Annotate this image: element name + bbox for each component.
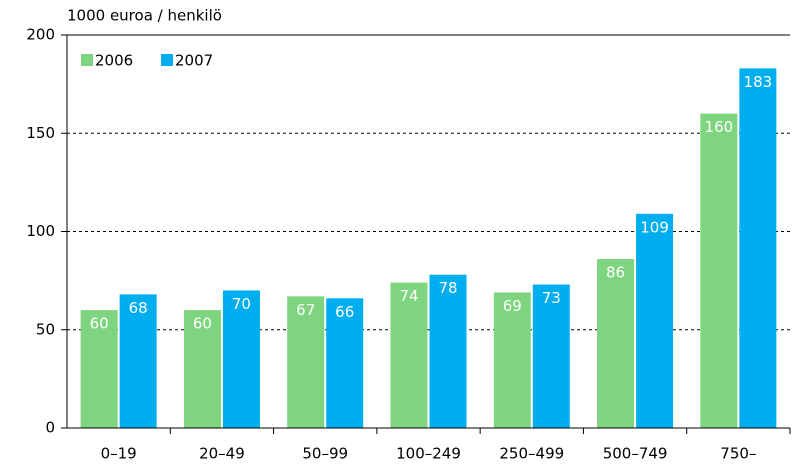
value-label: 109 bbox=[640, 218, 669, 236]
x-tick-label: 500–749 bbox=[603, 445, 668, 463]
value-label: 67 bbox=[296, 301, 315, 319]
bar bbox=[390, 282, 428, 428]
value-label: 183 bbox=[744, 73, 773, 91]
value-label: 78 bbox=[438, 279, 457, 297]
value-label: 60 bbox=[193, 315, 212, 333]
bar bbox=[636, 213, 674, 428]
bar bbox=[493, 292, 531, 428]
bar bbox=[80, 310, 118, 428]
y-tick-label: 0 bbox=[45, 419, 55, 437]
bar bbox=[222, 290, 260, 428]
bar bbox=[119, 294, 157, 428]
y-tick-label: 50 bbox=[36, 320, 55, 338]
x-tick-label: 50–99 bbox=[302, 445, 348, 463]
y-tick-label: 200 bbox=[26, 26, 55, 44]
bar bbox=[183, 310, 221, 428]
legend-swatch bbox=[161, 54, 173, 66]
value-label: 73 bbox=[542, 289, 561, 307]
value-label: 60 bbox=[90, 315, 109, 333]
value-label: 66 bbox=[335, 303, 354, 321]
bar bbox=[597, 259, 635, 428]
x-tick-label: 20–49 bbox=[199, 445, 245, 463]
bar bbox=[532, 284, 570, 428]
bar bbox=[739, 68, 777, 428]
x-tick-label: 0–19 bbox=[101, 445, 137, 463]
value-label: 70 bbox=[232, 295, 251, 313]
value-label: 160 bbox=[705, 118, 734, 136]
legend-label: 2006 bbox=[95, 52, 133, 70]
bar bbox=[326, 298, 364, 428]
bar bbox=[700, 113, 738, 428]
bar bbox=[287, 296, 325, 428]
x-tick-label: 100–249 bbox=[396, 445, 461, 463]
x-tick-label: 750– bbox=[720, 445, 756, 463]
y-tick-label: 150 bbox=[26, 124, 55, 142]
y-axis-label: 1000 euroa / henkilö bbox=[67, 7, 222, 25]
y-tick-label: 100 bbox=[26, 222, 55, 240]
value-label: 69 bbox=[503, 297, 522, 315]
bar bbox=[429, 274, 467, 428]
legend-label: 2007 bbox=[175, 52, 213, 70]
value-label: 86 bbox=[606, 264, 625, 282]
value-label: 68 bbox=[129, 299, 148, 317]
value-label: 74 bbox=[399, 287, 418, 305]
legend-swatch bbox=[81, 54, 93, 66]
x-tick-label: 250–499 bbox=[499, 445, 564, 463]
